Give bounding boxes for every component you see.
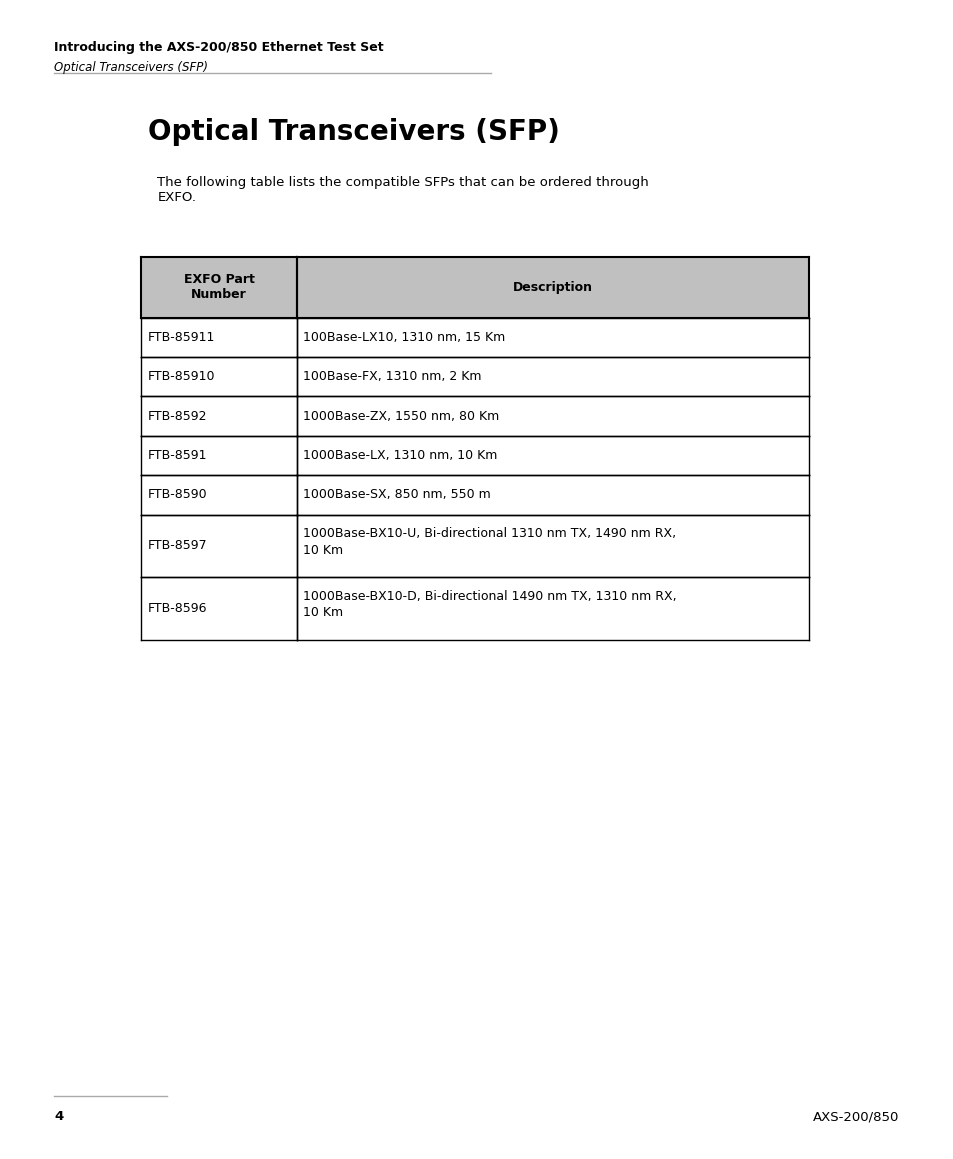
- Text: The following table lists the compatible SFPs that can be ordered through
EXFO.: The following table lists the compatible…: [157, 176, 648, 204]
- Bar: [296, 475, 808, 515]
- Text: FTB-8590: FTB-8590: [148, 488, 208, 502]
- Text: FTB-8592: FTB-8592: [148, 409, 207, 423]
- Text: FTB-8596: FTB-8596: [148, 602, 207, 615]
- Text: Optical Transceivers (SFP): Optical Transceivers (SFP): [148, 118, 559, 146]
- Text: FTB-8591: FTB-8591: [148, 449, 207, 462]
- Text: 1000Base-SX, 850 nm, 550 m: 1000Base-SX, 850 nm, 550 m: [303, 488, 491, 502]
- Bar: [141, 257, 296, 318]
- Bar: [141, 396, 296, 436]
- Text: Optical Transceivers (SFP): Optical Transceivers (SFP): [54, 61, 208, 74]
- Text: 1000Base-BX10-U, Bi-directional 1310 nm TX, 1490 nm RX,
10 Km: 1000Base-BX10-U, Bi-directional 1310 nm …: [303, 527, 676, 556]
- Text: 1000Base-BX10-D, Bi-directional 1490 nm TX, 1310 nm RX,
10 Km: 1000Base-BX10-D, Bi-directional 1490 nm …: [303, 590, 677, 619]
- Text: AXS-200/850: AXS-200/850: [812, 1110, 899, 1123]
- Text: Description: Description: [513, 280, 592, 294]
- Bar: [141, 357, 296, 396]
- Text: 100Base-LX10, 1310 nm, 15 Km: 100Base-LX10, 1310 nm, 15 Km: [303, 330, 505, 344]
- Text: FTB-8597: FTB-8597: [148, 539, 208, 553]
- Text: FTB-85911: FTB-85911: [148, 330, 215, 344]
- Bar: [141, 475, 296, 515]
- Bar: [141, 577, 296, 640]
- Bar: [296, 357, 808, 396]
- Bar: [296, 396, 808, 436]
- Bar: [296, 318, 808, 357]
- Text: EXFO Part
Number: EXFO Part Number: [183, 274, 254, 301]
- Text: FTB-85910: FTB-85910: [148, 370, 215, 384]
- Bar: [296, 436, 808, 475]
- Text: Introducing the AXS-200/850 Ethernet Test Set: Introducing the AXS-200/850 Ethernet Tes…: [54, 41, 384, 53]
- Text: 100Base-FX, 1310 nm, 2 Km: 100Base-FX, 1310 nm, 2 Km: [303, 370, 481, 384]
- Bar: [296, 515, 808, 577]
- Text: 1000Base-LX, 1310 nm, 10 Km: 1000Base-LX, 1310 nm, 10 Km: [303, 449, 497, 462]
- Bar: [296, 257, 808, 318]
- Bar: [141, 436, 296, 475]
- Bar: [141, 515, 296, 577]
- Bar: [296, 577, 808, 640]
- Bar: [141, 318, 296, 357]
- Text: 4: 4: [54, 1110, 64, 1123]
- Text: 1000Base-ZX, 1550 nm, 80 Km: 1000Base-ZX, 1550 nm, 80 Km: [303, 409, 499, 423]
